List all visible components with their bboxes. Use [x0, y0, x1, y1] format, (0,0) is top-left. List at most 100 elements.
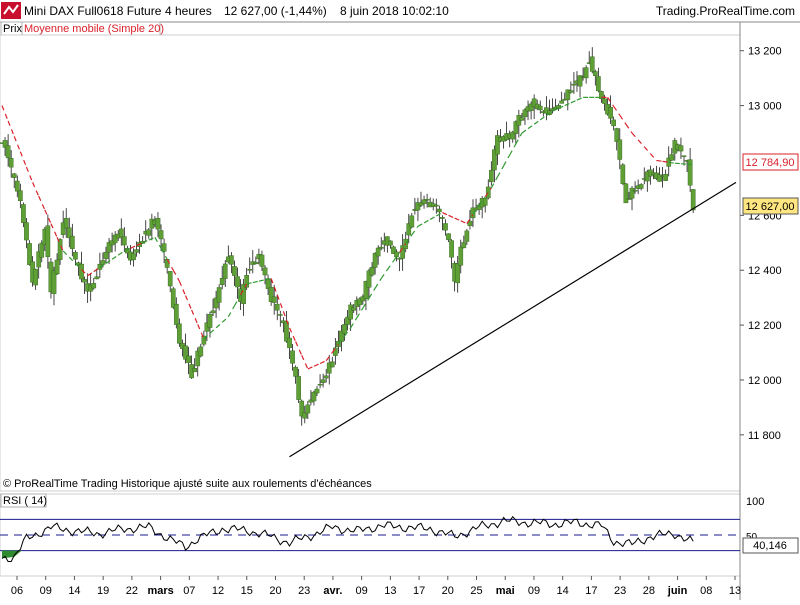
y-tick-label: 12 200	[748, 320, 782, 332]
ma-segment	[510, 144, 516, 155]
candle-body	[483, 198, 487, 205]
x-tick-label: 23	[298, 585, 310, 597]
ma-segment	[259, 280, 265, 281]
ma-segment	[412, 226, 418, 235]
y-tick-label: 13 200	[748, 46, 782, 58]
x-tick-label: 19	[97, 585, 109, 597]
ma-value-label: 12 784,90	[746, 157, 795, 169]
candle-body	[434, 205, 438, 206]
candle-body	[437, 209, 441, 212]
ma-segment	[320, 361, 326, 364]
candle-body	[379, 247, 383, 248]
candle-body	[168, 271, 172, 286]
candle-body	[177, 324, 181, 344]
x-tick-label: 14	[557, 585, 569, 597]
candle-body	[220, 278, 224, 285]
candle-body	[682, 156, 686, 157]
footer-note: © ProRealTime Trading Historique ajusté …	[3, 478, 372, 490]
y-tick-label: 12 400	[748, 265, 782, 277]
candle-body	[235, 277, 239, 288]
instrument-title: Mini DAX Full0618 Future	[24, 4, 162, 18]
candle-body	[92, 283, 96, 288]
candle-body	[376, 248, 380, 256]
candle-body	[664, 174, 668, 181]
candle-body	[254, 262, 258, 264]
support-trendline	[289, 182, 736, 456]
ma-segment	[63, 251, 69, 257]
candle-body	[211, 311, 215, 313]
ma-segment	[461, 221, 467, 224]
candle-body	[456, 264, 460, 283]
candle-body	[459, 247, 463, 265]
ma-segment	[216, 322, 222, 327]
candle-body	[330, 362, 334, 367]
candle-body	[232, 266, 236, 275]
ma-segment	[351, 318, 357, 328]
candle-body	[186, 356, 190, 363]
ma-segment	[118, 251, 124, 255]
y-tick-label: 11 800	[748, 430, 781, 442]
candle-body	[612, 120, 616, 126]
ma-segment	[39, 196, 45, 210]
candle-body	[297, 376, 301, 399]
price-change-label: 12 627,00 (-1,44%)	[224, 4, 327, 18]
candle-body	[73, 252, 77, 259]
brand-label: Trading.ProRealTime.com	[656, 4, 795, 18]
ma-segment	[14, 136, 20, 151]
candle-body	[465, 231, 469, 242]
x-tick-label: 22	[126, 585, 138, 597]
ma-segment	[614, 106, 620, 115]
candle-body	[688, 160, 692, 186]
ma-segment	[620, 115, 626, 124]
candle-body	[248, 269, 252, 270]
ma-segment	[522, 129, 528, 133]
ma-segment	[228, 306, 234, 317]
ma-segment	[504, 155, 510, 166]
x-tick-label: 13	[384, 585, 396, 597]
ma-segment	[455, 218, 461, 221]
x-tick-label: avr.	[323, 585, 342, 597]
candle-body	[394, 252, 398, 257]
candle-body	[670, 154, 674, 160]
x-tick-label: 17	[585, 585, 597, 597]
rsi-line	[2, 517, 693, 562]
candle-body	[449, 241, 453, 258]
candle-body	[462, 242, 466, 247]
candle-body	[410, 216, 414, 227]
candle-body	[104, 252, 108, 259]
ma-segment	[626, 124, 632, 133]
ma-segment	[8, 121, 14, 136]
candle-body	[388, 241, 392, 245]
ma-segment	[571, 100, 577, 103]
candle-body	[223, 264, 227, 279]
candle-body	[639, 184, 643, 188]
ma-segment	[442, 213, 448, 216]
candle-body	[208, 314, 212, 327]
candle-body	[593, 71, 597, 75]
candle-body	[446, 234, 450, 240]
x-tick-label: 28	[643, 585, 655, 597]
x-tick-label: 20	[269, 585, 281, 597]
candle-body	[55, 260, 59, 274]
candle-body	[147, 230, 151, 236]
x-tick-label: 14	[68, 585, 80, 597]
candle-body	[370, 267, 374, 275]
candle-body	[691, 189, 695, 210]
candle-body	[34, 269, 38, 285]
rsi-oversold-fill	[2, 551, 22, 559]
y-tick-label: 12 000	[748, 375, 782, 387]
candle-body	[342, 324, 346, 333]
ma-segment	[387, 261, 393, 270]
candle-body	[199, 347, 203, 356]
candle-body	[46, 226, 50, 257]
ma-segment	[173, 270, 179, 281]
candle-body	[318, 384, 322, 385]
ma-segment	[449, 215, 455, 218]
ma-segment	[534, 120, 540, 124]
legend-ma-label: Moyenne mobile (Simple 20)	[24, 23, 164, 35]
x-tick-label: mai	[496, 585, 515, 597]
ma-segment	[638, 140, 644, 147]
candle-body	[489, 170, 493, 182]
candle-body	[321, 380, 325, 383]
ma-segment	[375, 278, 381, 288]
